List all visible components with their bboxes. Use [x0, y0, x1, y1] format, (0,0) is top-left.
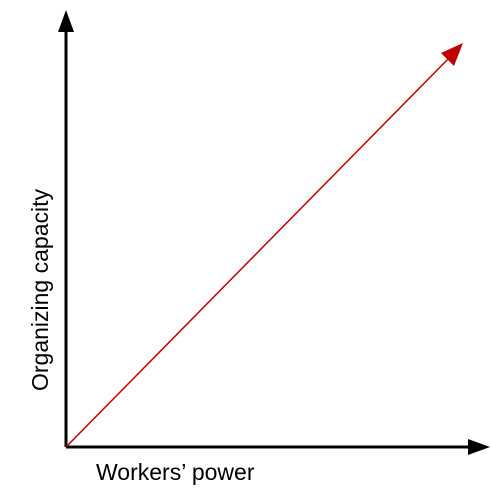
y-axis-label: Organizing capacity	[27, 189, 53, 391]
x-axis-arrowhead	[468, 439, 490, 455]
x-axis-label: Workers’ power	[96, 459, 255, 485]
trend-arrow	[65, 54, 453, 448]
trend-arrowhead	[441, 43, 463, 66]
y-axis-arrowhead	[58, 10, 74, 32]
